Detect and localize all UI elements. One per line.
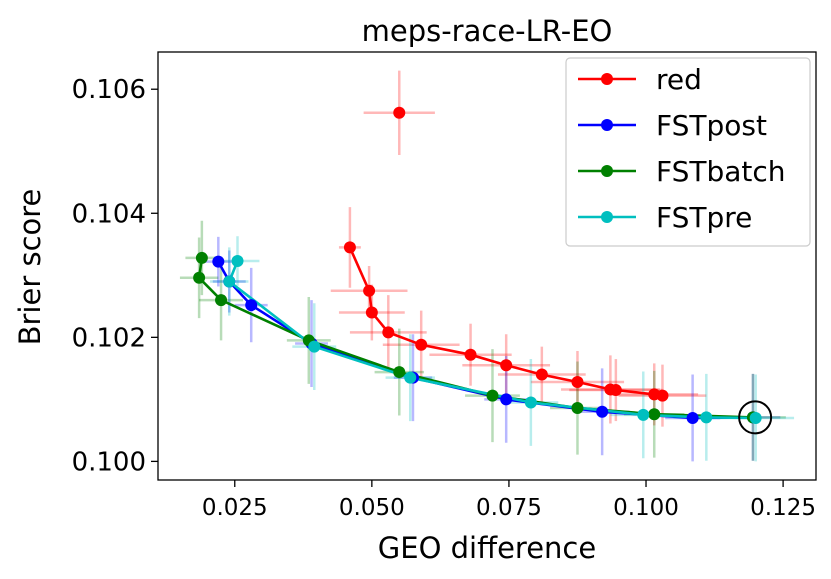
- series-lines: [197, 246, 756, 420]
- y-tick-label: 0.102: [72, 323, 146, 353]
- red-point: [500, 359, 513, 372]
- highlight-circle: [738, 400, 773, 435]
- fstbatch-point: [393, 366, 406, 379]
- red-point: [609, 384, 622, 397]
- legend: red FSTpost FSTbatch FSTpre: [565, 57, 811, 247]
- x-tick-label: 0.025: [202, 495, 268, 521]
- x-axis-ticks: 0.025 0.050 0.075 0.100 0.125: [202, 480, 816, 521]
- x-tick-label: 0.075: [476, 495, 542, 521]
- y-axis-ticks: 0.100 0.102 0.104 0.106: [72, 75, 158, 477]
- fstpost-point: [212, 255, 225, 268]
- y-tick-label: 0.106: [72, 75, 146, 105]
- legend-label-red: red: [656, 63, 702, 96]
- legend-marker-fstpost: [601, 119, 613, 131]
- legend-marker-red: [601, 73, 613, 85]
- legend-label-fstbatch: FSTbatch: [656, 155, 786, 188]
- highlight-marker: [738, 400, 773, 435]
- red-point: [365, 306, 378, 319]
- legend-marker-fstbatch: [601, 165, 613, 177]
- red-point: [571, 375, 584, 388]
- y-tick-label: 0.100: [72, 447, 146, 477]
- red-outlier-point: [393, 106, 406, 119]
- red-point: [464, 348, 477, 361]
- fstbatch-point: [195, 251, 208, 264]
- fstpost-point: [500, 393, 513, 406]
- red-point: [343, 241, 356, 254]
- x-tick-label: 0.100: [613, 495, 679, 521]
- legend-label-fstpost: FSTpost: [656, 109, 767, 142]
- legend-marker-fstpre: [601, 211, 613, 223]
- plot-frame: [157, 51, 817, 481]
- fstpost-point: [596, 405, 609, 418]
- x-axis-label: GEO difference: [378, 531, 596, 565]
- y-tick-label: 0.104: [72, 199, 146, 229]
- fstpre-point: [524, 396, 537, 409]
- red-point: [415, 338, 428, 351]
- fstbatch-point: [486, 389, 499, 402]
- chart-title: meps-race-LR-EO: [362, 14, 613, 48]
- series-points: [193, 106, 762, 424]
- legend-box: [565, 57, 811, 247]
- red-point: [382, 326, 395, 339]
- fstpre-point: [404, 371, 417, 384]
- fstbatch-point: [193, 271, 206, 284]
- y-axis-label: Brier score: [13, 189, 47, 346]
- fstpre-point: [223, 275, 236, 288]
- red-point: [535, 368, 548, 381]
- fstbatch-point: [571, 402, 584, 415]
- fstpre-point: [749, 411, 762, 424]
- fstpre-point: [637, 408, 650, 421]
- fstpre-point: [231, 255, 244, 268]
- red-point: [363, 284, 376, 297]
- legend-label-fstpre: FSTpre: [656, 201, 752, 234]
- red-point: [656, 389, 669, 402]
- x-tick-label: 0.050: [339, 495, 405, 521]
- x-tick-label: 0.125: [750, 495, 816, 521]
- fstpost-point: [245, 299, 258, 312]
- fstpre-point: [308, 340, 321, 353]
- fstbatch-point: [648, 408, 661, 421]
- fstpost-point: [686, 411, 699, 424]
- fstpre-point: [700, 411, 713, 424]
- fstbatch-point: [215, 294, 228, 307]
